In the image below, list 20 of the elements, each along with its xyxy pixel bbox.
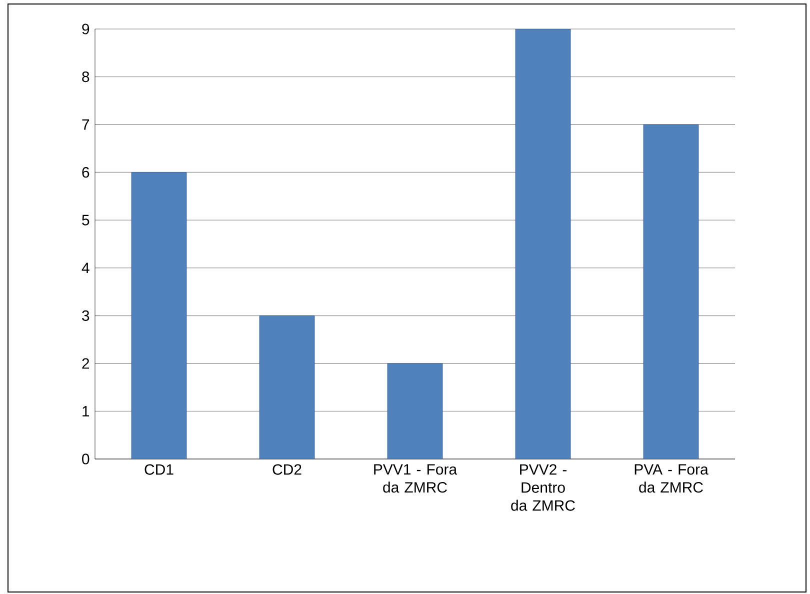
bar: [387, 363, 443, 459]
y-tick-label: 6: [82, 167, 90, 178]
x-tick-label: PVV2 - Dentro da ZMRC: [511, 464, 575, 511]
y-tick-label: 5: [82, 214, 90, 226]
y-tick-label: 9: [82, 24, 90, 34]
bar: [515, 29, 571, 459]
y-tick-label: 8: [82, 71, 90, 82]
y-tick-label: 4: [82, 262, 90, 274]
bar: [259, 315, 315, 459]
y-tick-label: 0: [82, 454, 90, 464]
y-tick-label: 7: [82, 119, 90, 130]
x-tick-label: PVA - Fora da ZMRC: [634, 464, 708, 493]
bar: [131, 172, 187, 459]
x-tick-label: CD1: [144, 464, 174, 475]
x-tick-label: PVV1 - Fora da ZMRC: [374, 464, 458, 493]
bar: [643, 124, 699, 459]
y-tick-label: 1: [82, 406, 90, 416]
y-tick-label: 3: [82, 310, 90, 321]
y-tick-label: 2: [82, 358, 90, 369]
x-tick-label: CD2: [272, 464, 302, 475]
